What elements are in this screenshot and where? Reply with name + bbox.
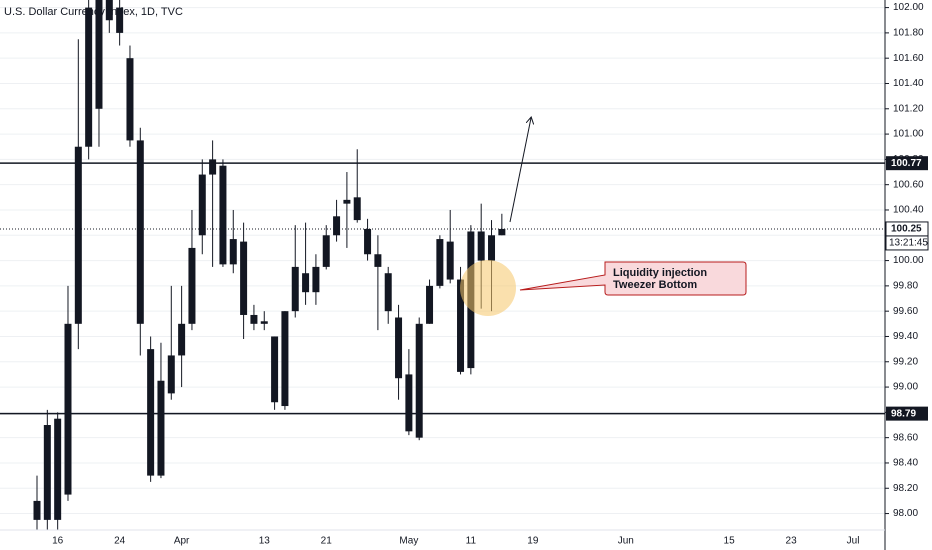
y-tick-label: 101.20: [893, 103, 924, 114]
candle-body: [281, 311, 289, 407]
price-axis: [885, 0, 932, 550]
y-tick-label: 100.00: [893, 255, 924, 266]
y-tick-label: 99.80: [893, 281, 918, 292]
y-tick-label: 101.40: [893, 78, 924, 89]
candle-body: [302, 273, 310, 293]
candle-body: [74, 146, 82, 324]
x-tick-label: Jul: [847, 536, 860, 547]
y-tick-label: 102.00: [893, 2, 924, 13]
x-tick-label: Apr: [174, 536, 190, 547]
y-tick-label: 101.00: [893, 129, 924, 140]
candle-body: [436, 239, 444, 286]
candle-body: [415, 323, 423, 438]
x-tick-label: May: [399, 536, 418, 547]
candle-body: [157, 380, 165, 476]
x-tick-label: 24: [114, 536, 126, 547]
highlight-circle: [460, 260, 516, 316]
candle-body: [271, 336, 279, 403]
y-tick-label: 99.40: [893, 331, 918, 342]
candle-body: [353, 197, 361, 221]
y-tick-label: 99.20: [893, 356, 918, 367]
candle-body: [188, 247, 196, 324]
candle-body: [54, 418, 62, 520]
candle-body: [426, 285, 434, 324]
annotation-layer: Liquidity injection Tweezer Bottom: [460, 118, 747, 316]
candle-body: [322, 235, 330, 267]
level-tag: [886, 156, 928, 171]
level-tag: [886, 406, 928, 421]
level-tag-label: 98.79: [891, 408, 916, 419]
x-tick-label: 21: [321, 536, 333, 547]
x-tick-label: 11: [466, 536, 477, 547]
candle-body: [291, 266, 299, 312]
candle-body: [33, 500, 41, 520]
candle-body: [333, 216, 341, 236]
candle-body: [136, 140, 144, 324]
candle-body: [43, 425, 51, 520]
candle-body: [240, 241, 248, 315]
countdown-label: 13:21:45: [889, 238, 928, 249]
x-tick-label: 13: [259, 536, 271, 547]
candle-body: [64, 323, 72, 495]
candle-body: [395, 317, 403, 379]
y-tick-label: 100.60: [893, 179, 924, 190]
arrow: [509, 118, 531, 223]
x-tick-label: Jun: [618, 536, 634, 547]
y-tick-label: 98.60: [893, 432, 918, 443]
candle-body: [85, 7, 93, 147]
candle-body: [364, 228, 372, 255]
candle-body: [488, 235, 496, 261]
countdown-tag: [885, 235, 929, 251]
candle-body: [384, 273, 392, 312]
level-tag-label: 100.77: [891, 158, 922, 169]
candle-body: [219, 165, 227, 265]
candle-body: [105, 0, 113, 21]
callout-text: Tweezer Bottom: [613, 279, 697, 291]
y-tick-label: 98.20: [893, 483, 918, 494]
y-tick-label: 100.40: [893, 205, 924, 216]
x-tick-label: 15: [724, 536, 736, 547]
y-tick-label: 101.60: [893, 53, 924, 64]
chart-title: U.S. Dollar Currency Index, 1D, TVC: [4, 6, 183, 18]
candle-body: [498, 228, 506, 236]
candle-body: [446, 241, 454, 280]
candle-body: [405, 374, 413, 432]
candles: [33, 0, 506, 530]
candle-body: [147, 349, 155, 476]
callout-text: Liquidity injection: [613, 267, 707, 279]
candle-body: [343, 199, 351, 204]
levels: [0, 162, 885, 415]
y-tick-label: 98.40: [893, 458, 918, 469]
y-tick-label: 101.80: [893, 28, 924, 39]
candle-body: [116, 7, 124, 33]
candle-body: [312, 266, 320, 293]
y-tick-label: 98.00: [893, 508, 918, 519]
candle-body: [95, 0, 103, 109]
callout-box: [519, 261, 747, 296]
x-tick-label: 23: [786, 536, 798, 547]
y-tick-label: 99.00: [893, 382, 918, 393]
candle-body: [126, 58, 134, 141]
candle-body: [229, 239, 237, 265]
candle-body: [167, 355, 175, 394]
axes: 98.0098.2098.4098.6098.8099.0099.2099.40…: [52, 2, 929, 547]
candle-body: [457, 279, 465, 372]
candle-body: [209, 159, 217, 175]
candle-body: [374, 254, 382, 267]
candle-body: [477, 231, 485, 261]
candle-body: [250, 314, 258, 324]
last-price-label: 100.25: [891, 224, 922, 235]
y-tick-label: 99.60: [893, 306, 918, 317]
candle-body: [198, 174, 206, 236]
candle-body: [178, 323, 186, 356]
x-tick-label: 16: [52, 536, 64, 547]
candle-body: [260, 321, 268, 324]
x-tick-label: 19: [527, 536, 539, 547]
